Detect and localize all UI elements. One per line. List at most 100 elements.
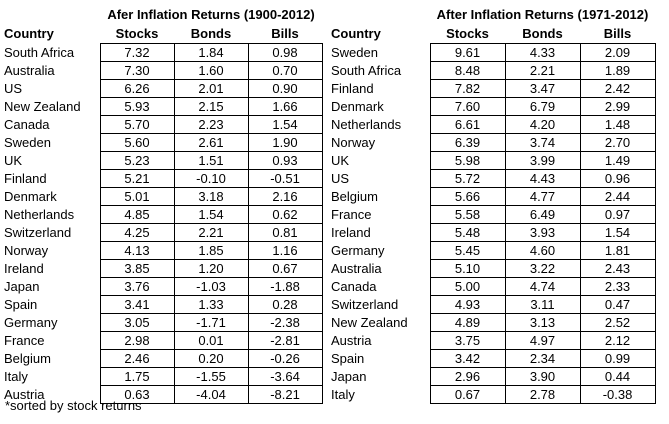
value-cell: 7.32 bbox=[99, 43, 175, 62]
value-cell: 1.54 bbox=[247, 115, 323, 134]
value-cell: 5.23 bbox=[99, 151, 175, 170]
value-cell: 2.01 bbox=[173, 79, 249, 98]
returns-table-1900-2012: Afer Inflation Returns (1900-2012) Count… bbox=[4, 5, 323, 404]
column-header-country: Country bbox=[4, 26, 54, 42]
value-cell: 0.97 bbox=[579, 205, 656, 224]
value-cell: -2.38 bbox=[247, 313, 323, 332]
value-cell: -1.71 bbox=[173, 313, 249, 332]
country-cell: Spain bbox=[331, 350, 365, 366]
value-cell: 2.99 bbox=[579, 97, 656, 116]
value-cell: 4.33 bbox=[504, 43, 581, 62]
value-cell: 0.70 bbox=[247, 61, 323, 80]
value-cell: 5.21 bbox=[99, 169, 175, 188]
country-cell: Finland bbox=[4, 170, 47, 186]
value-cell: 0.98 bbox=[247, 43, 323, 62]
country-cell: France bbox=[331, 206, 372, 222]
column-header-row: Country Stocks Bonds Bills bbox=[4, 24, 322, 44]
value-cell: 5.70 bbox=[99, 115, 175, 134]
value-cell: 0.20 bbox=[173, 349, 249, 368]
country-cell: UK bbox=[4, 152, 23, 168]
value-cell: 3.76 bbox=[99, 277, 175, 296]
value-cell: 0.62 bbox=[247, 205, 323, 224]
value-cell: 2.98 bbox=[99, 331, 175, 350]
country-cell: Spain bbox=[4, 296, 38, 312]
value-cell: 2.23 bbox=[173, 115, 249, 134]
value-cell: 2.46 bbox=[99, 349, 175, 368]
country-cell: Japan bbox=[331, 368, 367, 384]
value-cell: 4.25 bbox=[99, 223, 175, 242]
country-cell: UK bbox=[331, 152, 350, 168]
value-cell: 2.52 bbox=[579, 313, 656, 332]
value-cell: 4.60 bbox=[504, 241, 581, 260]
table-row: Canada 5.70 2.23 1.54 bbox=[4, 115, 323, 134]
country-cell: Austria bbox=[4, 386, 45, 402]
value-cell: -2.81 bbox=[247, 331, 323, 350]
table-title-1971-2012: After Inflation Returns (1971-2012) bbox=[436, 7, 649, 22]
value-cell: 5.48 bbox=[429, 223, 506, 242]
table-row: UK 5.98 3.99 1.49 bbox=[331, 151, 656, 170]
country-cell: US bbox=[331, 170, 350, 186]
value-cell: 1.54 bbox=[579, 223, 656, 242]
value-cell: 4.77 bbox=[504, 187, 581, 206]
value-cell: 3.47 bbox=[504, 79, 581, 98]
value-cell: 5.72 bbox=[429, 169, 506, 188]
value-cell: 0.44 bbox=[579, 367, 656, 386]
table-row: Denmark 5.01 3.18 2.16 bbox=[4, 187, 323, 206]
table-title-row: After Inflation Returns (1971-2012) bbox=[331, 5, 655, 24]
value-cell: 4.93 bbox=[429, 295, 506, 314]
column-header-stocks: Stocks bbox=[115, 26, 159, 41]
value-cell: 2.34 bbox=[504, 349, 581, 368]
country-cell: Canada bbox=[331, 278, 377, 294]
value-cell: 3.93 bbox=[504, 223, 581, 242]
table-row: Austria 3.75 4.97 2.12 bbox=[331, 331, 656, 350]
value-cell: 1.90 bbox=[247, 133, 323, 152]
value-cell: 6.79 bbox=[504, 97, 581, 116]
table-title-1900-2012: Afer Inflation Returns (1900-2012) bbox=[107, 7, 315, 22]
value-cell: 5.01 bbox=[99, 187, 175, 206]
country-cell: Switzerland bbox=[4, 224, 72, 240]
value-cell: 3.11 bbox=[504, 295, 581, 314]
value-cell: 2.61 bbox=[173, 133, 249, 152]
country-cell: New Zealand bbox=[4, 98, 81, 114]
value-cell: -4.04 bbox=[173, 385, 249, 404]
value-cell: 1.66 bbox=[247, 97, 323, 116]
value-cell: 2.12 bbox=[579, 331, 656, 350]
table-row: New Zealand 4.89 3.13 2.52 bbox=[331, 313, 656, 332]
column-header-row: Country Stocks Bonds Bills bbox=[331, 24, 655, 44]
table-row: Finland 5.21 -0.10 -0.51 bbox=[4, 169, 323, 188]
country-cell: Australia bbox=[4, 62, 55, 78]
value-cell: 6.61 bbox=[429, 115, 506, 134]
value-cell: 3.99 bbox=[504, 151, 581, 170]
value-cell: 2.70 bbox=[579, 133, 656, 152]
title-spacer bbox=[331, 5, 430, 24]
value-cell: 2.44 bbox=[579, 187, 656, 206]
country-cell: Australia bbox=[331, 260, 382, 276]
value-cell: 3.18 bbox=[173, 187, 249, 206]
value-cell: 0.99 bbox=[579, 349, 656, 368]
table-row: Italy 0.67 2.78 -0.38 bbox=[331, 385, 656, 404]
country-cell: France bbox=[4, 332, 45, 348]
value-cell: 2.21 bbox=[173, 223, 249, 242]
table-row: Austria 0.63 -4.04 -8.21 bbox=[4, 385, 323, 404]
country-cell: Netherlands bbox=[4, 206, 75, 222]
value-cell: -0.26 bbox=[247, 349, 323, 368]
value-cell: 2.09 bbox=[579, 43, 656, 62]
value-cell: 0.67 bbox=[429, 385, 506, 404]
table-row: Netherlands 6.61 4.20 1.48 bbox=[331, 115, 656, 134]
table-row: Norway 6.39 3.74 2.70 bbox=[331, 133, 656, 152]
country-cell: Italy bbox=[331, 386, 355, 402]
table-title-row: Afer Inflation Returns (1900-2012) bbox=[4, 5, 322, 24]
value-cell: 5.98 bbox=[429, 151, 506, 170]
table-row: Switzerland 4.25 2.21 0.81 bbox=[4, 223, 323, 242]
value-cell: 0.81 bbox=[247, 223, 323, 242]
country-cell: Canada bbox=[4, 116, 50, 132]
country-cell: Denmark bbox=[331, 98, 384, 114]
value-cell: 5.93 bbox=[99, 97, 175, 116]
title-spacer bbox=[4, 5, 100, 24]
value-cell: 3.85 bbox=[99, 259, 175, 278]
country-cell: Germany bbox=[331, 242, 385, 258]
country-cell: Sweden bbox=[331, 44, 378, 60]
table-row: Finland 7.82 3.47 2.42 bbox=[331, 79, 656, 98]
country-cell: Norway bbox=[4, 242, 49, 258]
value-cell: -0.51 bbox=[247, 169, 323, 188]
